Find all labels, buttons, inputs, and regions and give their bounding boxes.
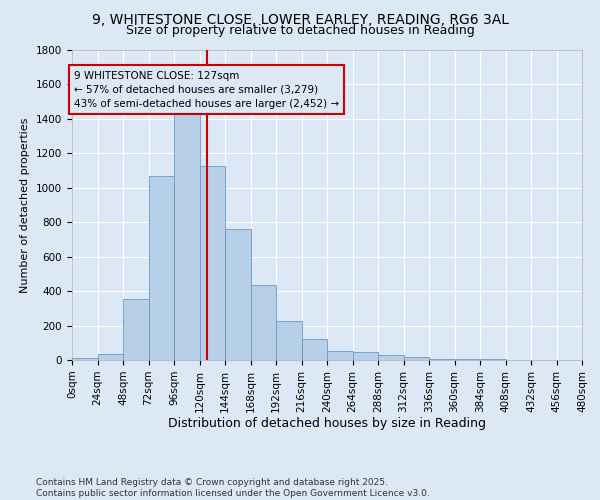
Bar [149, 176, 174, 360]
Text: Size of property relative to detached houses in Reading: Size of property relative to detached ho… [125, 24, 475, 37]
Text: 9, WHITESTONE CLOSE, LOWER EARLEY, READING, RG6 3AL: 9, WHITESTONE CLOSE, LOWER EARLEY, READI… [91, 12, 509, 26]
Bar [72, 358, 97, 360]
Text: 9 WHITESTONE CLOSE: 127sqm
← 57% of detached houses are smaller (3,279)
43% of s: 9 WHITESTONE CLOSE: 127sqm ← 57% of deta… [74, 70, 339, 108]
Bar [353, 352, 378, 360]
Bar [455, 359, 480, 360]
Bar [302, 340, 327, 360]
Bar [327, 350, 353, 360]
Bar [378, 355, 404, 360]
Bar [225, 229, 251, 360]
Bar [251, 285, 276, 360]
Bar [123, 299, 149, 360]
Bar [276, 322, 302, 360]
Y-axis label: Number of detached properties: Number of detached properties [20, 118, 31, 292]
X-axis label: Distribution of detached houses by size in Reading: Distribution of detached houses by size … [168, 418, 486, 430]
Text: Contains HM Land Registry data © Crown copyright and database right 2025.
Contai: Contains HM Land Registry data © Crown c… [36, 478, 430, 498]
Bar [97, 354, 123, 360]
Bar [199, 166, 225, 360]
Bar [429, 359, 455, 360]
Bar [174, 107, 199, 360]
Bar [404, 356, 429, 360]
